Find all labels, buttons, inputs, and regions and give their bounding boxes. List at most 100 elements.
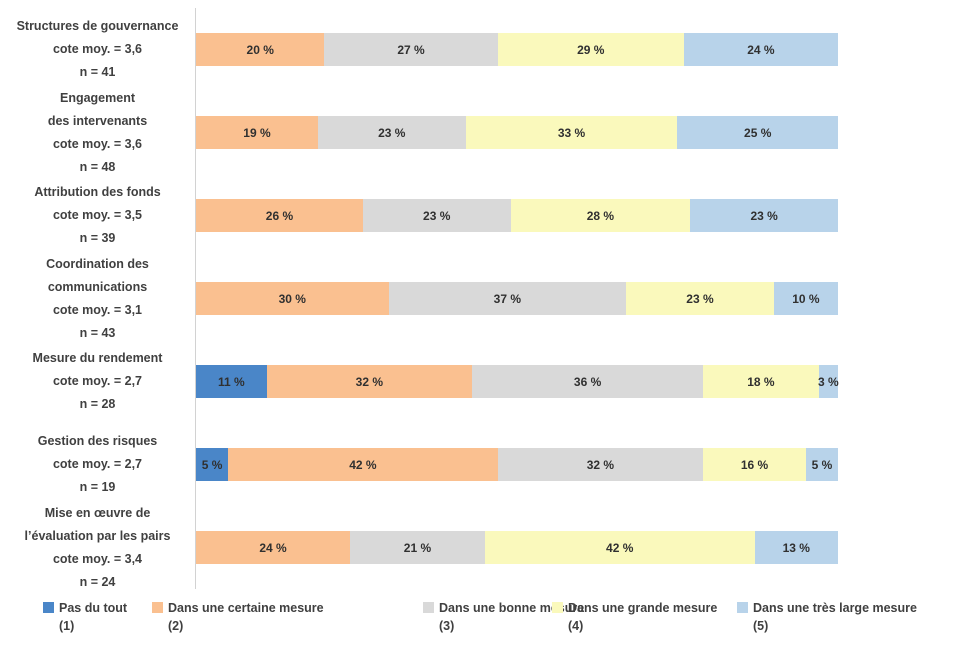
- legend-swatch-icon: [43, 602, 54, 613]
- stacked-bar: 5 % 42 % 32 % 16 % 5 %: [196, 448, 838, 481]
- bar-segment-3: 21 %: [350, 531, 485, 564]
- category-label-line: cote moy. = 3,6: [52, 136, 143, 151]
- legend-scale-number: (4): [568, 619, 584, 633]
- category-label-line: cote moy. = 3,5: [52, 208, 143, 222]
- segment-value-label: 24 %: [747, 42, 775, 57]
- legend-scale-number: (5): [753, 619, 769, 633]
- legend-item: Dans une bonne mesure (3): [423, 599, 584, 635]
- chart-row: Engagement des intervenants cote moy. = 3,…: [0, 91, 963, 174]
- bar-segment-3: 32 %: [497, 448, 704, 481]
- bar-segment-5: 25 %: [677, 116, 838, 149]
- legend-item: Dans une très large mesure (5): [737, 599, 917, 635]
- category-label-line: n = 39: [79, 231, 116, 245]
- segment-value-label: 19 %: [243, 125, 271, 140]
- bar-segment-3: 27 %: [324, 33, 498, 66]
- segment-value-label: 25 %: [744, 125, 772, 140]
- segment-value-label: 30 %: [278, 291, 306, 306]
- segment-value-label: 10 %: [792, 291, 820, 306]
- segment-value-label: 28 %: [586, 208, 615, 223]
- category-label-line: communications: [47, 279, 148, 294]
- chart-row: Attribution des fonds cote moy. = 3,5 n = …: [0, 174, 963, 257]
- bar-segment-2: 30 %: [196, 282, 389, 315]
- segment-value-label: 20 %: [246, 42, 274, 57]
- category-label-line: n = 19: [79, 480, 116, 494]
- legend-label: Dans une bonne mesure: [439, 601, 585, 615]
- legend-text: Dans une certaine mesure (2): [168, 599, 324, 635]
- rows-container: Structures de gouvernance cote moy. = 3,6…: [0, 8, 963, 589]
- stacked-bar: 20 % 27 % 29 % 24 %: [196, 33, 838, 66]
- legend-swatch-icon: [552, 602, 563, 613]
- category-label-line: Gestion des risques: [37, 434, 158, 448]
- bar-track: 11 % 32 % 36 % 18 % 3 %: [196, 365, 839, 398]
- segment-value-label: 23 %: [378, 125, 406, 140]
- legend-scale-number: (2): [168, 619, 184, 633]
- category-label: Mise en œuvre de l’évaluation par les pai…: [0, 502, 195, 594]
- category-label-line: Coordination des: [46, 256, 149, 271]
- category-label-line: l’évaluation par les pairs: [24, 528, 171, 543]
- legend-item: Dans une certaine mesure (2): [152, 599, 324, 635]
- legend-label: Pas du tout: [59, 601, 128, 615]
- segment-value-label: 16 %: [740, 457, 769, 472]
- segment-value-label: 18 %: [747, 374, 775, 389]
- bar-segment-3: 36 %: [472, 365, 704, 398]
- category-label-line: Attribution des fonds: [34, 185, 161, 199]
- segment-value-label: 24 %: [259, 540, 287, 555]
- legend-text: Dans une bonne mesure (3): [439, 599, 584, 635]
- bar-track: 30 % 37 % 23 % 10 %: [196, 282, 838, 315]
- bar-segment-4: 29 %: [497, 33, 684, 66]
- category-label-line: Mise en œuvre de: [44, 505, 151, 520]
- segment-value-label: 23 %: [423, 208, 451, 223]
- bar-segment-2: 42 %: [228, 448, 498, 481]
- segment-value-label: 36 %: [573, 374, 602, 389]
- bar-segment-1: 5 %: [196, 448, 229, 481]
- legend-item: Dans une grande mesure (4): [552, 599, 717, 635]
- bar-track: 24 % 21 % 42 % 13 %: [196, 531, 838, 564]
- bar-segment-3: 23 %: [362, 199, 511, 232]
- bar-segment-2: 20 %: [196, 33, 325, 66]
- category-label-line: Engagement: [59, 90, 135, 105]
- category-label-line: des intervenants: [47, 113, 148, 128]
- category-label: Mesure du rendement cote moy. = 2,7 n = 28: [0, 347, 195, 416]
- category-label-line: cote moy. = 3,6: [52, 42, 143, 56]
- category-label-line: cote moy. = 2,7: [52, 374, 143, 388]
- stacked-bar: 30 % 37 % 23 % 10 %: [196, 282, 838, 315]
- legend-scale-number: (1): [59, 619, 75, 633]
- bar-track: 19 % 23 % 33 % 25 %: [196, 116, 838, 149]
- category-label: Engagement des intervenants cote moy. = 3,…: [0, 87, 195, 179]
- bar-segment-4: 33 %: [465, 116, 678, 149]
- category-label-line: cote moy. = 3,1: [52, 302, 143, 317]
- chart-row: Gestion des risques cote moy. = 2,7 n = 19…: [0, 423, 963, 506]
- bar-segment-5: 13 %: [754, 531, 838, 564]
- bar-segment-4: 16 %: [703, 448, 806, 481]
- stacked-bar: 19 % 23 % 33 % 25 %: [196, 116, 838, 149]
- bar-segment-3: 37 %: [388, 282, 627, 315]
- segment-value-label: 33 %: [557, 125, 586, 140]
- category-label: Structures de gouvernance cote moy. = 3,6…: [0, 15, 195, 84]
- category-label-line: n = 43: [79, 325, 116, 340]
- bar-segment-5: 3 %: [818, 365, 839, 398]
- bar-segment-5: 24 %: [683, 33, 838, 66]
- chart-row: Structures de gouvernance cote moy. = 3,6…: [0, 8, 963, 91]
- bar-segment-2: 26 %: [196, 199, 363, 232]
- stacked-bar: 26 % 23 % 28 % 23 %: [196, 199, 838, 232]
- category-label: Coordination des communications cote moy. …: [0, 253, 195, 345]
- segment-value-label: 37 %: [493, 291, 522, 306]
- legend-scale-number: (3): [439, 619, 455, 633]
- segment-value-label: 13 %: [782, 540, 810, 555]
- legend-item: Pas du tout (1): [43, 599, 127, 635]
- segment-value-label: 32 %: [355, 374, 383, 389]
- category-label-line: n = 48: [79, 159, 116, 174]
- segment-value-label: 26 %: [265, 208, 294, 223]
- segment-value-label: 42 %: [349, 457, 377, 472]
- bar-track: 5 % 42 % 32 % 16 % 5 %: [196, 448, 838, 481]
- category-label: Attribution des fonds cote moy. = 3,5 n = …: [0, 181, 195, 250]
- bar-segment-4: 23 %: [626, 282, 774, 315]
- legend-label: Dans une très large mesure: [753, 601, 917, 615]
- segment-value-label: 5 %: [201, 457, 223, 472]
- legend-text: Dans une très large mesure (5): [753, 599, 917, 635]
- segment-value-label: 32 %: [586, 457, 615, 472]
- segment-value-label: 27 %: [397, 42, 425, 57]
- bar-segment-5: 10 %: [773, 282, 838, 315]
- segment-value-label: 23 %: [750, 208, 778, 223]
